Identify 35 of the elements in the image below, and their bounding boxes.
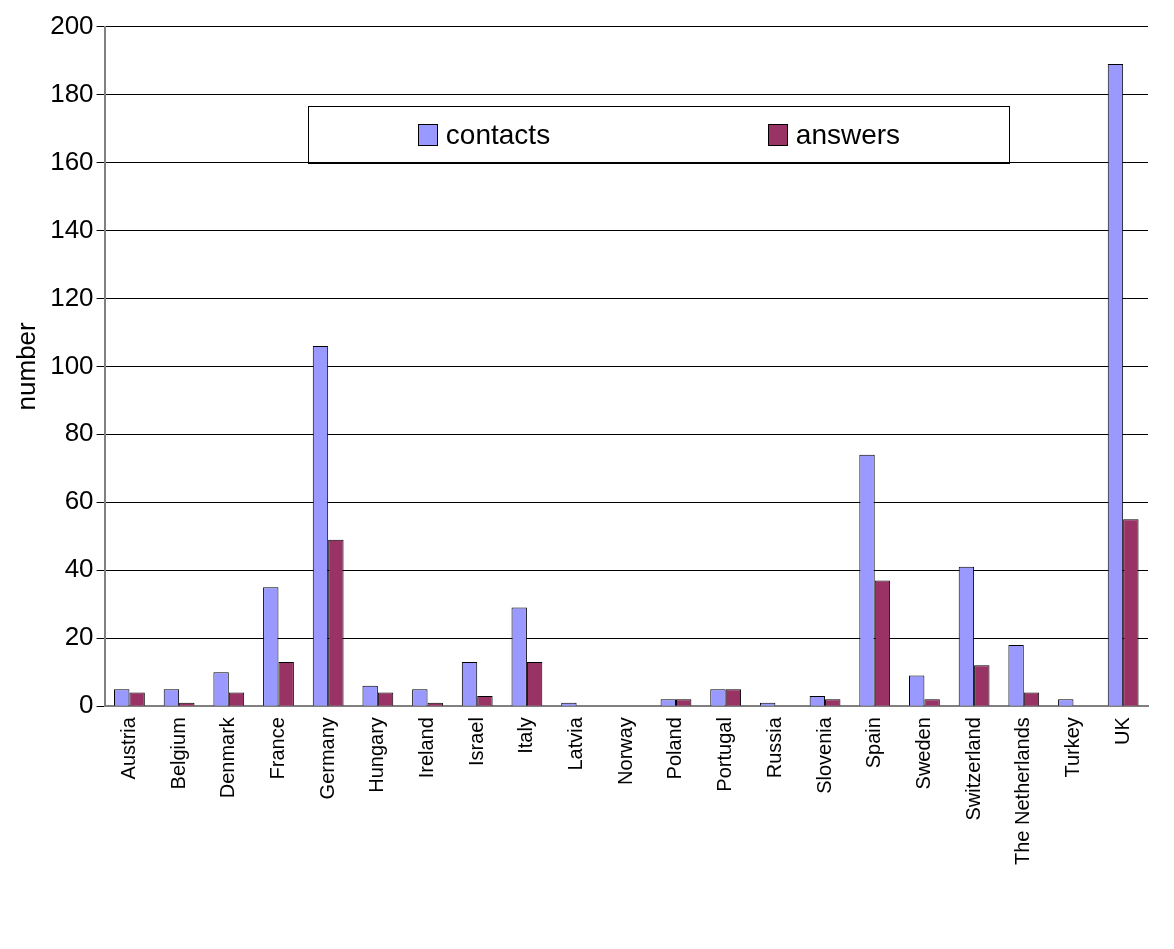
x-tick-label: Latvia xyxy=(564,716,587,771)
x-tick-label: Hungary xyxy=(365,717,388,793)
x-tick-label: Spain xyxy=(862,717,885,769)
x-tick-label: Israel xyxy=(464,717,487,767)
x-tick-label: Ireland xyxy=(415,717,438,779)
y-tick-label: 140 xyxy=(50,213,94,244)
x-tick-label: Turkey xyxy=(1060,717,1083,778)
y-tick-label: 100 xyxy=(50,349,94,380)
x-tick-label: Denmark xyxy=(216,716,239,799)
y-tick-label: 20 xyxy=(64,621,94,652)
y-tick-label: 200 xyxy=(50,9,94,40)
x-tick-label: Switzerland xyxy=(961,717,984,821)
y-tick-label: 120 xyxy=(50,281,94,312)
y-tick-label: 40 xyxy=(64,553,94,584)
x-tick-label: Slovenia xyxy=(812,716,835,794)
x-tick-label: Portugal xyxy=(713,717,736,792)
y-tick-label: 0 xyxy=(79,689,94,720)
x-tick-label: Belgium xyxy=(166,717,189,790)
x-tick-label: The Netherlands xyxy=(1011,717,1034,866)
x-tick-label: France xyxy=(266,717,288,780)
x-tick-label: Austria xyxy=(116,716,139,780)
y-tick-label: 180 xyxy=(50,77,94,108)
x-tick-label: UK xyxy=(1110,716,1133,745)
x-tick-label: Germany xyxy=(315,717,338,800)
x-tick-label: Norway xyxy=(613,717,636,785)
y-tick-label: 160 xyxy=(50,145,94,176)
x-tick-label: Poland xyxy=(663,717,686,780)
legend-label: contacts xyxy=(445,119,551,151)
x-tick-label: Italy xyxy=(514,717,537,754)
y-tick-label: 60 xyxy=(64,485,94,516)
y-axis-title: number xyxy=(10,321,41,411)
y-tick-label: 80 xyxy=(64,417,94,448)
x-tick-label: Russia xyxy=(762,716,785,779)
legend-label: answers xyxy=(795,119,901,151)
x-tick-label: Sweden xyxy=(911,717,934,790)
